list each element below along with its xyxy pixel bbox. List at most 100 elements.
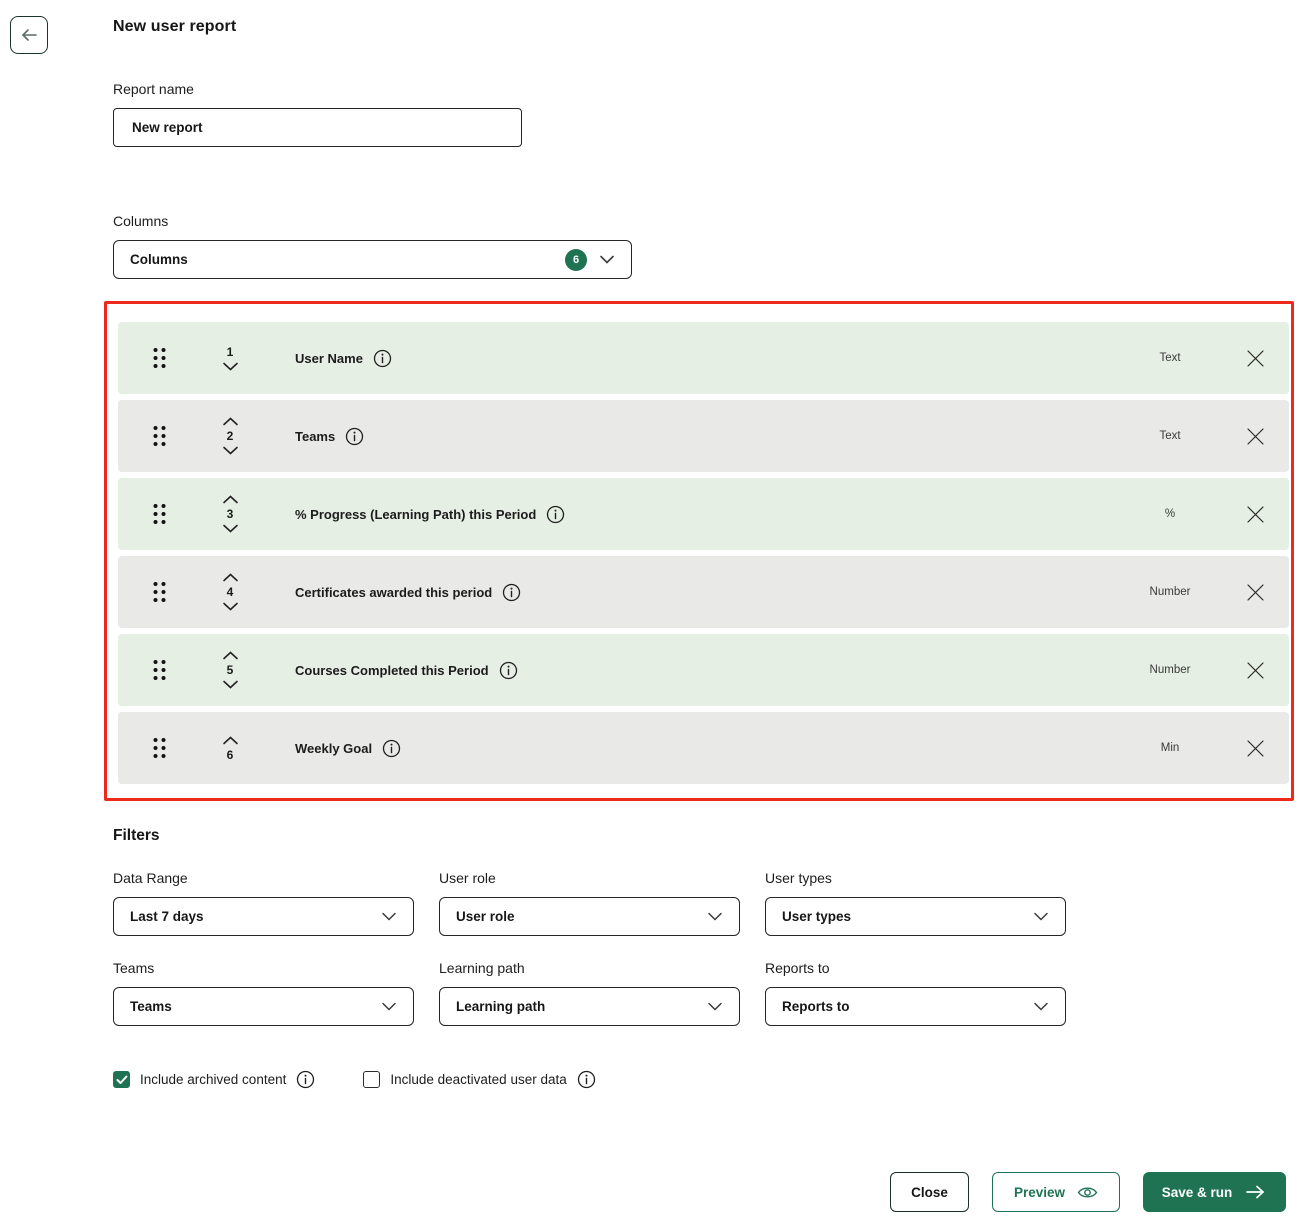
back-button[interactable] xyxy=(10,16,48,54)
column-row-4: 4 Certificates awarded this period Number xyxy=(118,556,1289,628)
page-title: New user report xyxy=(113,18,237,35)
column-label: Weekly Goal xyxy=(295,740,373,756)
filter-dropdown-value: Teams xyxy=(130,999,172,1014)
remove-column-icon[interactable] xyxy=(1245,582,1266,603)
report-name-input[interactable] xyxy=(113,108,522,147)
info-icon[interactable] xyxy=(373,349,392,368)
remove-column-icon[interactable] xyxy=(1245,348,1266,369)
filter-label-learning-path: Learning path xyxy=(439,960,525,976)
column-label: % Progress (Learning Path) this Period xyxy=(295,506,537,522)
remove-column-icon[interactable] xyxy=(1245,660,1266,681)
checkbox-include-archived-content[interactable] xyxy=(113,1071,130,1088)
move-up-button[interactable] xyxy=(220,494,241,505)
move-up-button[interactable] xyxy=(220,416,241,427)
drag-handle-icon[interactable] xyxy=(152,347,167,369)
drag-handle-icon[interactable] xyxy=(152,659,167,681)
column-type-label: Text xyxy=(1159,430,1181,442)
report-name-label: Report name xyxy=(113,81,194,97)
save-and-run-label: Save & run xyxy=(1161,1184,1233,1200)
order-control: 5 xyxy=(213,650,247,690)
column-row-6: 6 Weekly Goal Min xyxy=(118,712,1289,784)
move-down-button[interactable] xyxy=(220,445,241,456)
info-icon[interactable] xyxy=(382,739,401,758)
columns-dropdown-value: Columns xyxy=(130,252,188,267)
column-row-5: 5 Courses Completed this Period Number xyxy=(118,634,1289,706)
order-control: 4 xyxy=(213,572,247,612)
column-type-label: % xyxy=(1164,508,1176,520)
filter-dropdown-value: Last 7 days xyxy=(130,909,204,924)
arrow-left-icon xyxy=(18,26,40,44)
drag-handle-icon[interactable] xyxy=(152,581,167,603)
column-label: Teams xyxy=(295,428,336,444)
move-down-button[interactable] xyxy=(220,679,241,690)
drag-handle-icon[interactable] xyxy=(152,425,167,447)
drag-handle-icon[interactable] xyxy=(152,503,167,525)
eye-icon xyxy=(1077,1185,1098,1200)
chevron-down-icon xyxy=(599,255,615,264)
filter-dropdown-value: Reports to xyxy=(782,999,850,1014)
column-row-3: 3 % Progress (Learning Path) this Period% xyxy=(118,478,1289,550)
filter-dropdown-user-types[interactable]: User types xyxy=(765,897,1066,936)
filter-dropdown-teams[interactable]: Teams xyxy=(113,987,414,1026)
filter-field-data-range: Data Range Last 7 days xyxy=(113,870,414,936)
remove-column-icon[interactable] xyxy=(1245,738,1266,759)
filter-dropdown-learning-path[interactable]: Learning path xyxy=(439,987,740,1026)
order-control: 6 xyxy=(213,735,247,762)
info-icon[interactable] xyxy=(577,1070,596,1089)
move-down-button[interactable] xyxy=(220,601,241,612)
column-label: User Name xyxy=(295,350,363,366)
move-up-button[interactable] xyxy=(220,650,241,661)
checkbox-label: Include deactivated user data xyxy=(390,1072,567,1087)
move-down-button[interactable] xyxy=(220,523,241,534)
order-number: 4 xyxy=(226,585,234,599)
column-label: Courses Completed this Period xyxy=(295,662,489,678)
info-icon[interactable] xyxy=(499,661,518,680)
filter-dropdown-value: User types xyxy=(782,909,852,924)
remove-column-icon[interactable] xyxy=(1245,504,1266,525)
filter-dropdown-data-range[interactable]: Last 7 days xyxy=(113,897,414,936)
filters-title: Filters xyxy=(113,827,160,844)
close-button[interactable]: Close xyxy=(890,1172,969,1212)
chevron-down-icon xyxy=(707,1002,723,1011)
columns-label: Columns xyxy=(113,213,169,229)
drag-handle-icon[interactable] xyxy=(152,737,167,759)
order-number: 3 xyxy=(226,507,234,521)
chevron-down-icon xyxy=(707,912,723,921)
filter-label-data-range: Data Range xyxy=(113,870,188,886)
columns-count-badge: 6 xyxy=(565,248,587,271)
chevron-down-icon xyxy=(381,1002,397,1011)
chevron-down-icon xyxy=(1033,912,1049,921)
checkbox-include-deactivated-user-data[interactable] xyxy=(363,1071,381,1088)
column-label: Certificates awarded this period xyxy=(295,584,493,600)
preview-button[interactable]: Preview xyxy=(992,1172,1120,1212)
order-control: 2 xyxy=(213,416,247,456)
filter-dropdown-user-role[interactable]: User role xyxy=(439,897,740,936)
filter-label-user-types: User types xyxy=(765,870,832,886)
order-number: 1 xyxy=(226,344,234,359)
info-icon[interactable] xyxy=(502,583,521,602)
filter-dropdown-value: Learning path xyxy=(456,999,546,1014)
column-type-label: Number xyxy=(1149,664,1191,676)
remove-column-icon[interactable] xyxy=(1245,426,1266,447)
info-icon[interactable] xyxy=(546,505,565,524)
column-type-label: Text xyxy=(1159,352,1181,364)
info-icon[interactable] xyxy=(296,1070,315,1089)
column-type-label: Number xyxy=(1149,586,1191,598)
move-up-button[interactable] xyxy=(220,572,241,583)
filter-dropdown-reports-to[interactable]: Reports to xyxy=(765,987,1066,1026)
move-up-button[interactable] xyxy=(220,735,241,746)
filter-dropdown-value: User role xyxy=(456,909,515,924)
filter-field-user-role: User role User role xyxy=(439,870,740,936)
column-row-1: 1 User Name Text xyxy=(118,322,1289,394)
chevron-down-icon xyxy=(1033,1002,1049,1011)
filter-field-reports-to: Reports to Reports to xyxy=(765,960,1066,1026)
filter-field-learning-path: Learning path Learning path xyxy=(439,960,740,1026)
columns-dropdown[interactable]: Columns 6 xyxy=(113,240,632,279)
save-and-run-button[interactable]: Save & run xyxy=(1143,1172,1286,1212)
checkbox-group-include-archived-content: Include archived content xyxy=(113,1070,315,1089)
order-number: 6 xyxy=(226,747,234,762)
info-icon[interactable] xyxy=(345,427,364,446)
move-down-button[interactable] xyxy=(220,361,241,372)
filter-label-reports-to: Reports to xyxy=(765,960,830,976)
order-number: 2 xyxy=(226,429,234,443)
